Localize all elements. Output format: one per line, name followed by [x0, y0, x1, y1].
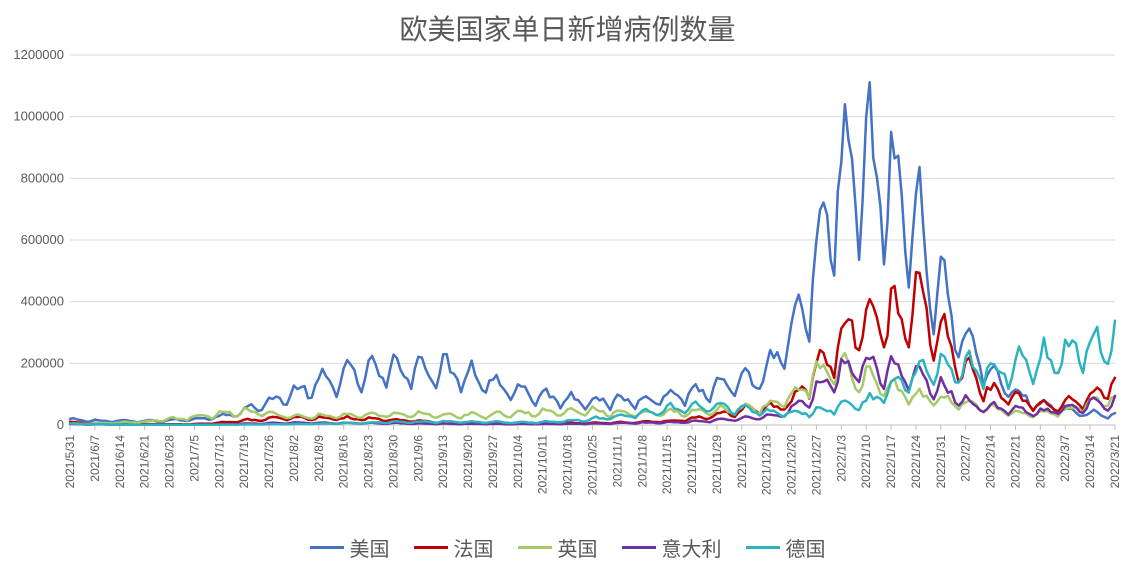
- svg-text:2021/8/2: 2021/8/2: [287, 435, 301, 482]
- legend-swatch: [518, 546, 552, 549]
- svg-text:2021/6/21: 2021/6/21: [138, 435, 152, 489]
- svg-text:2022/1/3: 2022/1/3: [834, 435, 848, 482]
- legend: 美国 法国 英国 意大利 德国: [0, 532, 1135, 562]
- legend-label: 法国: [454, 533, 494, 562]
- svg-text:400000: 400000: [21, 294, 64, 309]
- series-line: [70, 82, 1115, 422]
- line-chart: 0 200000 400000 600000 800000 1000000 1200000 2…: [0, 0, 1135, 568]
- legend-item: 法国: [414, 533, 494, 562]
- svg-text:2021/10/25: 2021/10/25: [586, 435, 600, 495]
- svg-text:2022/2/28: 2022/2/28: [1033, 435, 1047, 489]
- svg-text:2021/11/1: 2021/11/1: [610, 435, 624, 488]
- svg-text:2021/10/4: 2021/10/4: [511, 435, 525, 489]
- legend-label: 意大利: [662, 533, 722, 562]
- svg-text:2021/6/14: 2021/6/14: [113, 435, 127, 489]
- legend-label: 英国: [558, 533, 598, 562]
- legend-swatch: [414, 546, 448, 549]
- svg-text:1200000: 1200000: [13, 47, 64, 62]
- legend-item: 意大利: [622, 533, 722, 562]
- svg-text:2021/12/20: 2021/12/20: [785, 435, 799, 495]
- svg-text:800000: 800000: [21, 170, 64, 185]
- svg-text:2022/2/21: 2022/2/21: [1008, 435, 1022, 489]
- svg-text:2021/10/11: 2021/10/11: [536, 435, 550, 494]
- svg-text:2021/7/19: 2021/7/19: [237, 435, 251, 489]
- svg-text:2021/8/30: 2021/8/30: [386, 435, 400, 489]
- svg-text:2022/3/14: 2022/3/14: [1083, 435, 1097, 489]
- svg-text:2021/11/22: 2021/11/22: [685, 435, 699, 494]
- svg-text:2022/3/21: 2022/3/21: [1108, 435, 1122, 489]
- legend-item: 英国: [518, 533, 598, 562]
- svg-text:1000000: 1000000: [13, 109, 64, 124]
- series-line: [70, 272, 1115, 424]
- svg-text:2021/12/13: 2021/12/13: [760, 435, 774, 495]
- svg-text:2021/9/20: 2021/9/20: [461, 435, 475, 489]
- svg-text:2022/1/24: 2022/1/24: [909, 435, 923, 489]
- legend-item: 美国: [310, 533, 390, 562]
- svg-text:2022/2/14: 2022/2/14: [984, 435, 998, 489]
- svg-text:0: 0: [57, 417, 64, 432]
- svg-text:2021/6/7: 2021/6/7: [88, 435, 102, 482]
- chart-container: 欧美国家单日新增病例数量 0 200000 400000 600000 800000 10…: [0, 0, 1135, 568]
- legend-swatch: [746, 546, 780, 549]
- svg-text:2021/11/8: 2021/11/8: [635, 435, 649, 488]
- svg-text:2022/1/10: 2022/1/10: [859, 435, 873, 489]
- svg-text:2021/8/9: 2021/8/9: [312, 435, 326, 482]
- svg-text:2021/12/27: 2021/12/27: [809, 435, 823, 495]
- legend-swatch: [622, 546, 656, 549]
- svg-text:2021/5/31: 2021/5/31: [63, 435, 77, 489]
- svg-text:600000: 600000: [21, 232, 64, 247]
- legend-item: 德国: [746, 533, 826, 562]
- svg-text:2022/3/7: 2022/3/7: [1058, 435, 1072, 482]
- svg-text:2022/2/7: 2022/2/7: [959, 435, 973, 482]
- svg-text:2021/11/15: 2021/11/15: [660, 435, 674, 494]
- svg-text:200000: 200000: [21, 355, 64, 370]
- svg-text:2021/8/23: 2021/8/23: [362, 435, 376, 489]
- legend-label: 美国: [350, 533, 390, 562]
- svg-text:2021/11/29: 2021/11/29: [710, 435, 724, 494]
- legend-label: 德国: [786, 533, 826, 562]
- legend-swatch: [310, 546, 344, 549]
- svg-text:2021/6/28: 2021/6/28: [163, 435, 177, 489]
- svg-text:2021/7/26: 2021/7/26: [262, 435, 276, 489]
- svg-text:2021/12/6: 2021/12/6: [735, 435, 749, 489]
- svg-text:2022/1/17: 2022/1/17: [884, 435, 898, 489]
- svg-text:2021/9/6: 2021/9/6: [411, 435, 425, 482]
- svg-text:2021/7/5: 2021/7/5: [187, 435, 201, 482]
- svg-text:2021/9/27: 2021/9/27: [486, 435, 500, 489]
- chart-title: 欧美国家单日新增病例数量: [0, 8, 1135, 48]
- svg-text:2021/8/16: 2021/8/16: [337, 435, 351, 489]
- svg-text:2021/10/18: 2021/10/18: [561, 435, 575, 495]
- svg-text:2021/9/13: 2021/9/13: [436, 435, 450, 489]
- svg-text:2022/1/31: 2022/1/31: [934, 435, 948, 489]
- svg-text:2021/7/12: 2021/7/12: [212, 435, 226, 489]
